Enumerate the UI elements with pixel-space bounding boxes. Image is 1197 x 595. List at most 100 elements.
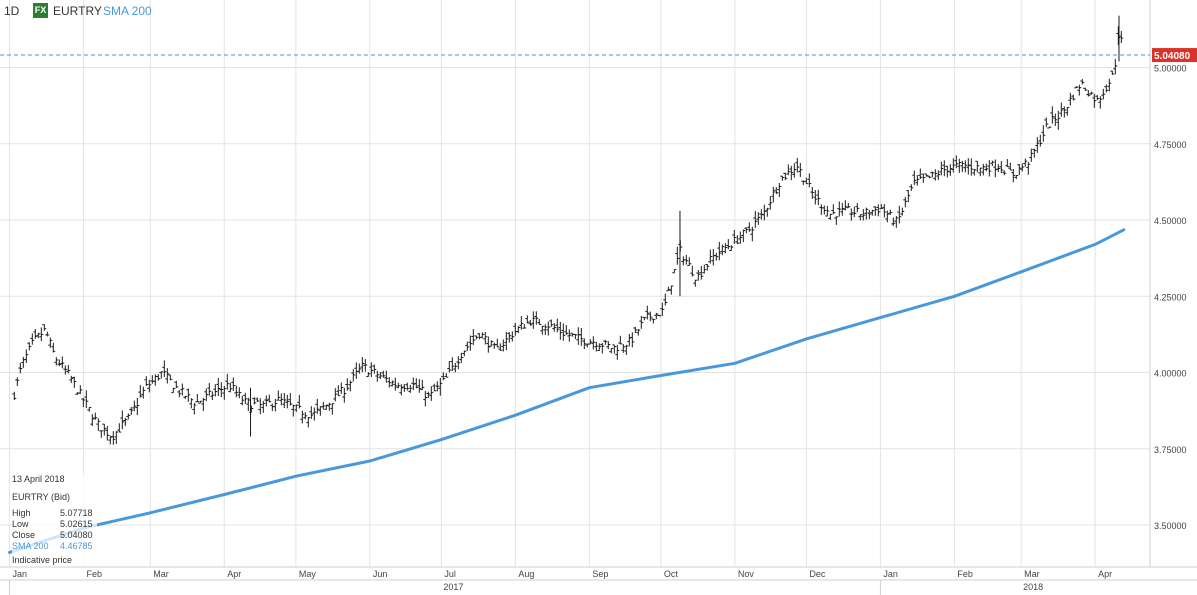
ohlc-bar <box>657 314 662 317</box>
ohlc-bar <box>540 325 545 335</box>
ohlc-bar <box>813 189 818 205</box>
ohlc-bar <box>768 196 773 210</box>
ohlc-bar <box>864 207 869 220</box>
ohlc-bar <box>504 331 509 351</box>
ohlc-bar <box>24 349 29 364</box>
ohlc-bar <box>684 254 689 265</box>
ohlc-bar <box>645 305 650 320</box>
ohlc-bar <box>930 171 935 178</box>
x-tick-label: Mar <box>153 569 169 579</box>
ohlc-bar <box>1089 91 1094 95</box>
ohlc-bar <box>555 318 560 333</box>
ohlc-bar <box>531 311 536 329</box>
ohlc-bar <box>192 402 197 415</box>
ohlc-bar <box>369 362 374 377</box>
ohlc-bar <box>708 249 713 264</box>
ohlc-bar <box>852 206 857 218</box>
ohlc-bar <box>1014 174 1019 179</box>
ohlc-bar <box>798 162 803 178</box>
period-label[interactable]: 1D <box>4 4 20 18</box>
ohlc-bar <box>450 357 455 371</box>
ohlc-bar <box>489 340 494 347</box>
ohlc-bar <box>1071 94 1076 101</box>
ohlc-bar <box>357 363 362 374</box>
ohlc-bar <box>633 326 638 333</box>
ohlc-bar <box>933 169 938 181</box>
ohlc-bar <box>543 324 548 335</box>
ohlc-bar <box>1077 84 1082 96</box>
ohlc-bar <box>654 312 659 320</box>
ohlc-bar <box>393 377 398 391</box>
x-tick-label: Sep <box>592 569 608 579</box>
ohlc-bar <box>597 343 602 351</box>
ohlc-bar <box>483 332 488 345</box>
ohlc-bar <box>129 406 134 415</box>
ohlc-bar <box>1101 88 1106 100</box>
ohlc-bar <box>219 382 224 398</box>
ohlc-bar <box>60 356 65 369</box>
indicator-label[interactable]: SMA 200 <box>103 4 152 18</box>
info-row-close: Close 5.04080 <box>12 530 93 541</box>
ohlc-bar <box>858 214 863 221</box>
ohlc-bar <box>414 378 419 389</box>
ohlc-bar <box>132 400 137 412</box>
ohlc-bar <box>252 397 257 405</box>
ohlc-bar <box>756 212 761 225</box>
ohlc-bar <box>672 269 677 274</box>
ohlc-bar <box>966 158 971 175</box>
symbol-label[interactable]: EURTRY <box>53 4 102 18</box>
info-label: High <box>12 508 31 518</box>
ohlc-bar <box>195 393 200 403</box>
ohlc-bar <box>522 324 527 329</box>
ohlc-bar <box>675 246 680 265</box>
ohlc-bar <box>753 210 758 228</box>
ohlc-bar <box>660 302 665 316</box>
ohlc-bar <box>213 384 218 397</box>
ohlc-bar <box>624 344 629 355</box>
ohlc-bar <box>474 335 479 340</box>
ohlc-bar <box>1017 164 1022 175</box>
ohlc-bar <box>387 377 392 388</box>
ohlc-bar <box>648 311 653 322</box>
ohlc-bar <box>156 374 161 381</box>
ohlc-bar <box>468 335 473 351</box>
ohlc-bar <box>507 332 512 343</box>
info-label: SMA 200 <box>12 541 49 551</box>
ohlc-bar <box>384 370 389 383</box>
ohlc-bar <box>984 163 989 172</box>
ohlc-bar <box>891 217 896 227</box>
x-tick-label: Dec <box>809 569 826 579</box>
ohlc-bar <box>747 222 752 232</box>
ohlc-bar <box>561 323 566 341</box>
ohlc-bar <box>375 370 380 382</box>
info-date: 13 April 2018 <box>12 474 65 484</box>
ohlc-bar <box>207 383 212 396</box>
x-tick-label: Apr <box>1098 569 1112 579</box>
ohlc-bar <box>609 347 614 354</box>
ohlc-bar <box>990 160 995 166</box>
ohlc-bar <box>426 391 431 399</box>
ohlc-bar <box>72 376 77 388</box>
ohlc-bar <box>372 364 377 374</box>
ohlc-bar <box>918 168 923 180</box>
ohlc-bar <box>306 417 311 428</box>
ohlc-bar <box>972 168 977 176</box>
ohlc-bar <box>987 160 992 177</box>
info-note: Indicative price <box>12 555 73 565</box>
ohlc-bar <box>261 400 266 413</box>
ohlc-bar <box>1095 94 1100 101</box>
ohlc-bar <box>423 390 428 407</box>
ohlc-bar <box>711 248 716 266</box>
ohlc-bar <box>291 404 296 417</box>
ohlc-bar <box>1029 148 1034 162</box>
ohlc-bar <box>948 164 953 176</box>
ohlc-bar <box>951 158 956 173</box>
year-label: 2018 <box>1023 582 1043 592</box>
ohlc-bar <box>954 155 959 169</box>
ohlc-bar <box>1116 26 1121 45</box>
ohlc-bar <box>243 392 248 405</box>
ohlc-bar <box>786 164 791 176</box>
ohlc-bar <box>816 189 821 206</box>
